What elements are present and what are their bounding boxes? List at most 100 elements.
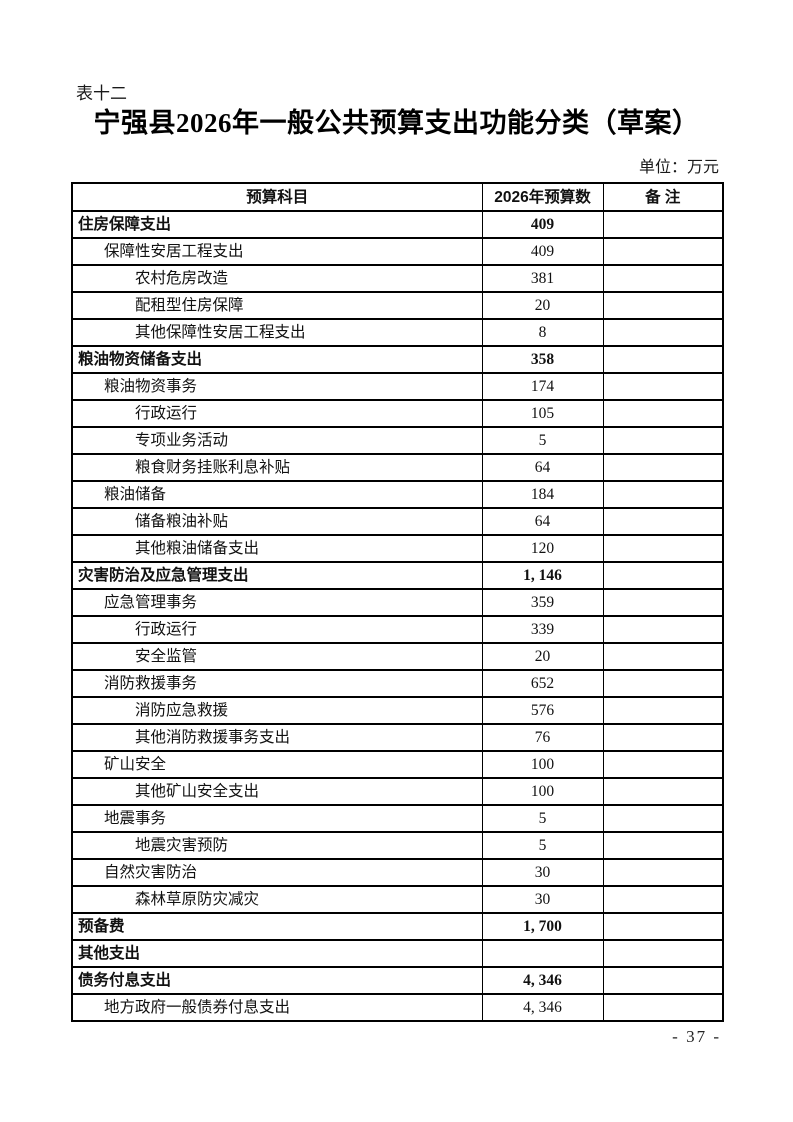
remark-cell — [602, 237, 724, 266]
amount-cell: 358 — [481, 345, 604, 374]
table-row: 粮油物资事务 174 — [71, 372, 724, 401]
subject-cell: 储备粮油补贴 — [71, 507, 483, 536]
amount-cell: 5 — [481, 804, 604, 833]
table-row: 预备费 1, 700 — [71, 912, 724, 941]
amount-cell: 409 — [481, 237, 604, 266]
table-row: 地震灾害预防 5 — [71, 831, 724, 860]
remark-cell — [602, 561, 724, 590]
amount-cell: 339 — [481, 615, 604, 644]
subject-cell: 自然灾害防治 — [71, 858, 483, 887]
subject-cell: 其他保障性安居工程支出 — [71, 318, 483, 347]
remark-cell — [602, 777, 724, 806]
remark-cell — [602, 642, 724, 671]
subject-cell: 其他矿山安全支出 — [71, 777, 483, 806]
remark-cell — [602, 615, 724, 644]
subject-cell: 预备费 — [71, 912, 483, 941]
remark-cell — [602, 318, 724, 347]
subject-cell: 保障性安居工程支出 — [71, 237, 483, 266]
table-row: 住房保障支出 409 — [71, 210, 724, 239]
subject-cell: 灾害防治及应急管理支出 — [71, 561, 483, 590]
remark-cell — [602, 804, 724, 833]
table-row: 消防救援事务 652 — [71, 669, 724, 698]
amount-cell: 359 — [481, 588, 604, 617]
amount-cell: 100 — [481, 750, 604, 779]
remark-cell — [602, 831, 724, 860]
amount-cell: 64 — [481, 453, 604, 482]
table-row: 行政运行 339 — [71, 615, 724, 644]
subject-cell: 其他消防救援事务支出 — [71, 723, 483, 752]
remark-cell — [602, 264, 724, 293]
table-row: 其他保障性安居工程支出 8 — [71, 318, 724, 347]
table-row: 灾害防治及应急管理支出 1, 146 — [71, 561, 724, 590]
subject-cell: 其他支出 — [71, 939, 483, 968]
subject-cell: 消防应急救援 — [71, 696, 483, 725]
table-row: 消防应急救援 576 — [71, 696, 724, 725]
remark-cell — [602, 750, 724, 779]
remark-cell — [602, 372, 724, 401]
amount-cell: 30 — [481, 885, 604, 914]
table-number-label: 表十二 — [76, 84, 127, 103]
subject-cell: 应急管理事务 — [71, 588, 483, 617]
header-remark: 备 注 — [602, 182, 724, 212]
subject-cell: 矿山安全 — [71, 750, 483, 779]
table-header-row: 预算科目 2026年预算数 备 注 — [71, 182, 724, 212]
amount-cell: 1, 700 — [481, 912, 604, 941]
remark-cell — [602, 507, 724, 536]
amount-cell: 184 — [481, 480, 604, 509]
subject-cell: 粮食财务挂账利息补贴 — [71, 453, 483, 482]
subject-cell: 粮油物资事务 — [71, 372, 483, 401]
amount-cell — [481, 939, 604, 968]
subject-cell: 地震事务 — [71, 804, 483, 833]
amount-cell: 576 — [481, 696, 604, 725]
table-row: 其他消防救援事务支出 76 — [71, 723, 724, 752]
subject-cell: 粮油储备 — [71, 480, 483, 509]
table-row: 储备粮油补贴 64 — [71, 507, 724, 536]
amount-cell: 5 — [481, 426, 604, 455]
subject-cell: 粮油物资储备支出 — [71, 345, 483, 374]
subject-cell: 住房保障支出 — [71, 210, 483, 239]
table-row: 粮油物资储备支出 358 — [71, 345, 724, 374]
remark-cell — [602, 696, 724, 725]
remark-cell — [602, 534, 724, 563]
subject-cell: 地方政府一般债券付息支出 — [71, 993, 483, 1022]
table-row: 行政运行 105 — [71, 399, 724, 428]
table-row: 地震事务 5 — [71, 804, 724, 833]
amount-cell: 5 — [481, 831, 604, 860]
remark-cell — [602, 210, 724, 239]
remark-cell — [602, 993, 724, 1022]
table-row: 其他矿山安全支出 100 — [71, 777, 724, 806]
amount-cell: 409 — [481, 210, 604, 239]
remark-cell — [602, 939, 724, 968]
subject-cell: 行政运行 — [71, 399, 483, 428]
table-row: 其他支出 — [71, 939, 724, 968]
amount-cell: 4, 346 — [481, 966, 604, 995]
remark-cell — [602, 291, 724, 320]
budget-table: 预算科目 2026年预算数 备 注 住房保障支出 409 保障性安居工程支出 409 农… — [71, 182, 724, 1022]
header-subject: 预算科目 — [71, 182, 483, 212]
remark-cell — [602, 858, 724, 887]
page-number: - 37 - — [672, 1027, 721, 1046]
remark-cell — [602, 723, 724, 752]
budget-table-body: 住房保障支出 409 保障性安居工程支出 409 农村危房改造 381 配租型住房保障 20 其… — [71, 210, 724, 1022]
remark-cell — [602, 399, 724, 428]
amount-cell: 64 — [481, 507, 604, 536]
subject-cell: 其他粮油储备支出 — [71, 534, 483, 563]
table-row: 自然灾害防治 30 — [71, 858, 724, 887]
amount-cell: 30 — [481, 858, 604, 887]
amount-cell: 20 — [481, 291, 604, 320]
table-row: 矿山安全 100 — [71, 750, 724, 779]
remark-cell — [602, 480, 724, 509]
remark-cell — [602, 345, 724, 374]
page-title: 宁强县2026年一般公共预算支出功能分类（草案） — [93, 108, 700, 138]
table-row: 地方政府一般债券付息支出 4, 346 — [71, 993, 724, 1022]
amount-cell: 1, 146 — [481, 561, 604, 590]
table-row: 粮食财务挂账利息补贴 64 — [71, 453, 724, 482]
table-row: 森林草原防灾减灾 30 — [71, 885, 724, 914]
amount-cell: 20 — [481, 642, 604, 671]
table-row: 专项业务活动 5 — [71, 426, 724, 455]
table-row: 安全监管 20 — [71, 642, 724, 671]
amount-cell: 4, 346 — [481, 993, 604, 1022]
subject-cell: 行政运行 — [71, 615, 483, 644]
table-row: 其他粮油储备支出 120 — [71, 534, 724, 563]
